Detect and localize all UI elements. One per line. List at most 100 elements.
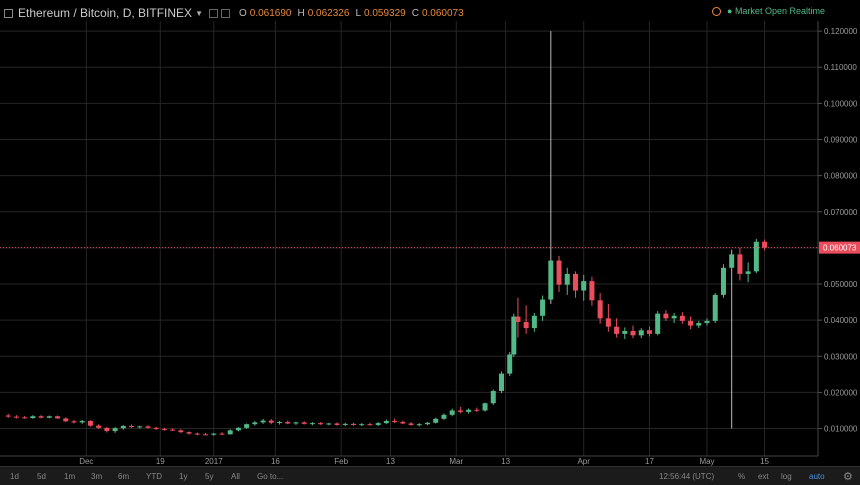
candle (498, 371, 504, 394)
candle (531, 312, 537, 332)
high-value: 0.062326 (307, 7, 350, 19)
candle-body (745, 271, 751, 274)
candle (235, 427, 241, 432)
candle-body (351, 423, 357, 425)
candle-body (112, 428, 118, 432)
high-label: H (297, 7, 305, 19)
candle (178, 429, 184, 433)
candle-body (511, 316, 517, 355)
candle (729, 249, 735, 429)
clock-time: 12:56:44 (UTC) (659, 472, 715, 481)
range-5d[interactable]: 5d (37, 472, 46, 481)
candle (375, 422, 381, 427)
candles (5, 31, 768, 436)
candle (55, 415, 61, 419)
x-axis-label: 15 (760, 457, 769, 466)
candle-body (46, 416, 52, 418)
candle (507, 351, 513, 377)
candle (753, 238, 759, 274)
log-toggle[interactable]: log (781, 472, 792, 481)
x-axis-label: May (699, 457, 714, 466)
dropdown-caret-icon[interactable]: ▼ (195, 8, 203, 18)
candle-body (498, 373, 504, 391)
candle-body (638, 330, 644, 336)
candle-body (605, 318, 611, 327)
candle (219, 432, 225, 436)
candle (293, 421, 299, 425)
candle-body (285, 422, 291, 424)
candle (638, 328, 644, 339)
range-1y[interactable]: 1y (179, 472, 188, 481)
candle-body (186, 432, 192, 434)
x-axis-label: Feb (334, 457, 348, 466)
candle (511, 313, 517, 358)
y-axis-label: 0.120000 (824, 27, 858, 36)
candle (400, 420, 406, 425)
candle (153, 426, 159, 430)
settings-icon[interactable] (208, 8, 218, 18)
symbol-title[interactable]: Ethereum / Bitcoin, D, BITFINEX (18, 6, 193, 20)
candlestick-chart[interactable]: 0.120000 0.110000 0.100000 0.090000 0.080000… (0, 0, 860, 466)
range-1d[interactable]: 1d (10, 472, 19, 481)
candle-body (120, 426, 126, 429)
candle-body (416, 424, 422, 426)
gear-icon[interactable]: ⚙ (843, 471, 853, 483)
candle (318, 422, 324, 425)
candle-body (449, 410, 455, 415)
candle-body (194, 433, 200, 435)
candle (737, 247, 743, 281)
candle (211, 432, 217, 436)
candle-body (326, 423, 332, 425)
candle (334, 422, 340, 426)
candle-body (211, 433, 217, 435)
y-axis-label: 0.040000 (824, 316, 858, 325)
range-6m[interactable]: 6m (118, 472, 130, 481)
range-ytd[interactable]: YTD (146, 472, 162, 481)
candle-body (441, 414, 447, 419)
candle (589, 276, 595, 306)
y-axis-label: 0.080000 (824, 172, 858, 181)
candle (416, 423, 422, 427)
candle (392, 418, 398, 424)
candle (367, 422, 373, 426)
candle (646, 326, 652, 337)
hide-icon[interactable] (220, 8, 230, 18)
ext-toggle[interactable]: ext (758, 472, 769, 481)
candle (523, 305, 529, 334)
candle-body (334, 423, 340, 425)
auto-toggle[interactable]: auto (809, 472, 825, 481)
candle-body (383, 420, 389, 424)
last-price-label: 0.060073 (823, 244, 857, 253)
candle-body (38, 416, 44, 418)
candle (572, 271, 578, 298)
percent-toggle[interactable]: % (738, 472, 746, 481)
candle-body (170, 429, 176, 431)
candle-body (235, 427, 241, 431)
candle-body (13, 416, 19, 418)
goto-button[interactable]: Go to... (257, 472, 284, 481)
candle-body (581, 281, 587, 291)
range-3m[interactable]: 3m (91, 472, 103, 481)
candle-body (63, 418, 69, 422)
candle (326, 422, 332, 426)
collapse-icon[interactable] (4, 8, 13, 18)
range-1m[interactable]: 1m (64, 472, 76, 481)
close-value: 0.060073 (421, 7, 464, 19)
candle-body (5, 415, 11, 417)
candle-body (277, 422, 283, 424)
x-axis-label: 13 (386, 457, 395, 466)
candle-body (153, 427, 159, 429)
range-5y[interactable]: 5y (205, 472, 214, 481)
candle (137, 425, 143, 429)
candle (79, 419, 85, 424)
close-label: C (411, 7, 419, 19)
candle-body (161, 428, 167, 430)
candle-body (762, 241, 768, 248)
candle (359, 423, 365, 427)
candle (441, 413, 447, 420)
candle-body (457, 410, 463, 412)
candle-body (375, 423, 381, 425)
candle (63, 417, 69, 423)
candle-body (556, 260, 562, 285)
range-all[interactable]: All (231, 472, 240, 481)
